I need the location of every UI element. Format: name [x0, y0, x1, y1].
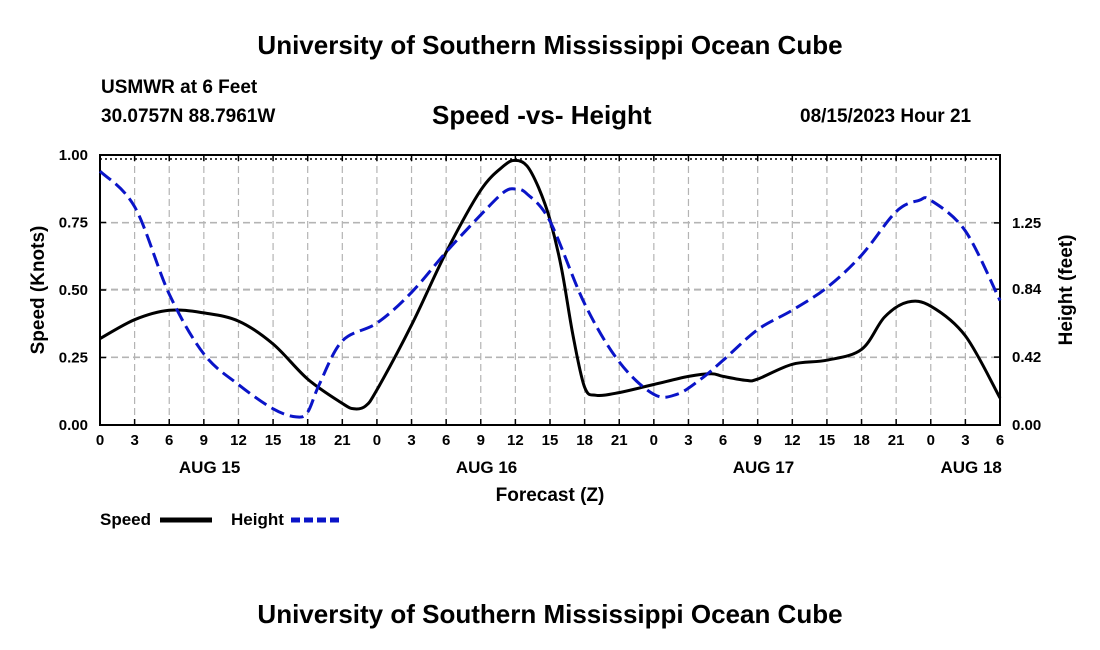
x-tick-label: 21	[611, 432, 628, 449]
main-title: University of Southern Mississippi Ocean…	[257, 30, 843, 60]
x-tick-label: 12	[784, 432, 801, 449]
x-tick-label: 15	[819, 432, 836, 449]
x-tick-label: 18	[853, 432, 870, 449]
day-label: AUG 17	[733, 458, 794, 477]
legend-speed-label: Speed	[100, 510, 152, 529]
x-tick-label: 3	[407, 432, 415, 449]
y-tick-label: 0.50	[59, 282, 88, 299]
legend-height-label: Height	[231, 510, 284, 529]
x-tick-label: 9	[754, 432, 762, 449]
axis-labels: 0 3 6 9 12 15 18 21 0 3 6 9 12 15 18 21 0 3 6 9 12 15 18 21 0 3 6A…	[59, 147, 1042, 477]
y-tick-label: 0.25	[59, 350, 88, 367]
grid	[100, 155, 1000, 426]
y-tick-label: 1.00	[59, 147, 88, 164]
x-axis-title: Forecast (Z)	[496, 485, 605, 506]
y-tick-label: 0.75	[59, 215, 88, 232]
x-tick-label: 3	[684, 432, 692, 449]
x-tick-label: 0	[927, 432, 935, 449]
chart-title: Speed -vs- Height	[432, 100, 652, 130]
x-tick-label: 0	[373, 432, 381, 449]
x-tick-label: 6	[442, 432, 450, 449]
day-label: AUG 16	[456, 458, 517, 477]
x-tick-label: 0	[96, 432, 104, 449]
y2-tick-label: 0.84	[1012, 281, 1042, 298]
x-tick-label: 18	[576, 432, 593, 449]
footer-title: University of Southern Mississippi Ocean…	[257, 599, 843, 629]
y2-tick-label: 0.42	[1012, 349, 1041, 366]
series-layer	[98, 158, 1002, 419]
y-axis-title: Speed (Knots)	[28, 226, 49, 355]
forecast-datetime: 08/15/2023 Hour 21	[800, 106, 972, 127]
x-tick-label: 9	[477, 432, 485, 449]
x-tick-label: 6	[719, 432, 727, 449]
x-tick-label: 3	[961, 432, 969, 449]
y2-tick-label: 1.25	[1012, 215, 1041, 232]
x-tick-label: 21	[334, 432, 351, 449]
x-tick-label: 3	[130, 432, 138, 449]
day-label: AUG 18	[940, 458, 1001, 477]
x-tick-label: 0	[650, 432, 658, 449]
series-speed-line	[99, 158, 1002, 411]
station-coordinates: 30.0757N 88.7961W	[101, 106, 276, 127]
y-tick-label: 0.00	[59, 417, 88, 434]
x-tick-label: 12	[230, 432, 247, 449]
station-name: USMWR at 6 Feet	[101, 77, 258, 98]
x-tick-label: 12	[507, 432, 524, 449]
x-tick-label: 15	[265, 432, 282, 449]
day-label: AUG 15	[179, 458, 240, 477]
y2-tick-label: 0.00	[1012, 417, 1041, 434]
x-tick-label: 6	[165, 432, 173, 449]
x-tick-label: 21	[888, 432, 905, 449]
x-tick-label: 15	[542, 432, 559, 449]
x-tick-label: 18	[299, 432, 316, 449]
series-height-line	[98, 170, 1002, 419]
axis-ticks	[99, 154, 1001, 426]
x-tick-label: 9	[200, 432, 208, 449]
x-tick-label: 6	[996, 432, 1004, 449]
y2-axis-title: Height (feet)	[1056, 235, 1077, 346]
